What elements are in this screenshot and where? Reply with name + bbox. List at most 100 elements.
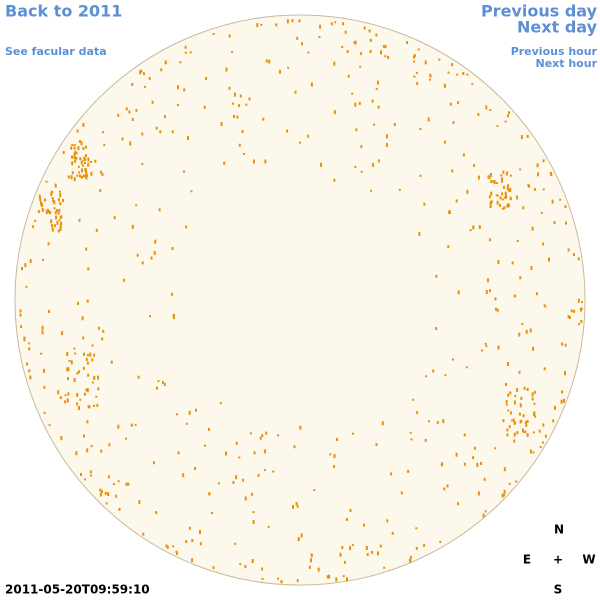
facula: [97, 375, 100, 380]
facula: [101, 490, 103, 494]
prev-day-link[interactable]: Previous day: [481, 2, 598, 21]
facula: [127, 482, 130, 486]
facula: [208, 427, 210, 431]
facula: [165, 544, 168, 548]
facula: [432, 369, 435, 373]
facula: [287, 66, 290, 69]
facula: [70, 146, 73, 150]
facula: [267, 525, 270, 528]
facula: [371, 550, 374, 554]
facula: [529, 449, 532, 454]
facula: [415, 71, 418, 74]
facula: [339, 552, 342, 557]
compass-north: N: [554, 523, 564, 537]
facula: [457, 290, 460, 295]
facula: [83, 434, 85, 438]
facula: [41, 207, 44, 212]
facula: [131, 224, 134, 229]
facula: [349, 508, 352, 512]
facula: [79, 157, 82, 161]
facula: [82, 336, 85, 340]
facula: [107, 475, 110, 479]
facular-link[interactable]: See facular data: [5, 45, 107, 58]
facula: [406, 41, 409, 44]
facula: [416, 82, 419, 86]
facula: [253, 451, 256, 455]
back-link[interactable]: Back to 2011: [5, 2, 122, 21]
facula: [572, 253, 575, 257]
facula: [234, 542, 237, 545]
facula: [79, 398, 82, 401]
facula: [140, 69, 143, 73]
facula: [40, 352, 43, 355]
facula: [185, 422, 188, 425]
facula: [118, 507, 121, 511]
facula: [157, 380, 160, 383]
facula: [504, 120, 507, 123]
facula: [239, 563, 242, 565]
facula: [188, 410, 191, 415]
facula: [28, 369, 31, 373]
facula: [436, 420, 439, 424]
facula: [380, 50, 382, 55]
facula: [84, 162, 86, 164]
facula: [90, 474, 93, 477]
facula: [542, 159, 545, 163]
facular-spots: [19, 19, 583, 584]
facula: [504, 191, 507, 195]
facula: [510, 174, 512, 177]
facula: [351, 92, 354, 95]
facula: [75, 156, 78, 160]
facula: [372, 163, 375, 167]
facula: [83, 352, 86, 356]
facula: [291, 19, 294, 23]
facula: [61, 331, 64, 336]
facula: [532, 451, 535, 454]
facula: [533, 390, 536, 394]
facula: [335, 577, 338, 582]
prev-hour-link[interactable]: Previous hour: [511, 45, 598, 58]
facula: [407, 469, 410, 473]
facula: [88, 405, 91, 409]
facula: [465, 366, 468, 369]
facula: [212, 566, 215, 570]
facula: [236, 115, 239, 119]
facula: [581, 301, 583, 304]
facula: [144, 85, 146, 88]
facula: [277, 577, 280, 580]
facula: [74, 352, 77, 355]
facula: [518, 370, 521, 374]
facula: [93, 353, 96, 357]
facula: [42, 258, 45, 261]
facula: [155, 126, 158, 130]
facula: [506, 428, 509, 432]
facula: [568, 316, 571, 319]
facula: [39, 197, 42, 202]
facula: [112, 483, 115, 486]
facula: [516, 240, 519, 242]
facula: [553, 221, 556, 224]
facula: [534, 415, 537, 418]
facula: [502, 170, 505, 174]
facula: [60, 436, 63, 441]
facula: [228, 86, 231, 90]
facula: [219, 402, 222, 405]
facula: [531, 392, 534, 397]
facula: [232, 102, 234, 105]
facula: [447, 71, 450, 74]
facula: [423, 544, 426, 547]
facula: [354, 102, 357, 107]
facula: [494, 447, 497, 450]
next-day-link[interactable]: Next day: [517, 18, 598, 37]
facula: [102, 329, 105, 333]
facula: [272, 470, 275, 473]
facula: [489, 289, 491, 293]
next-hour-link[interactable]: Next hour: [536, 57, 598, 70]
facula: [567, 248, 570, 252]
facula: [172, 315, 175, 320]
compass-east: E: [523, 553, 531, 567]
facula: [409, 558, 412, 563]
facula: [484, 342, 487, 345]
facula: [518, 332, 521, 337]
facula: [516, 195, 519, 200]
